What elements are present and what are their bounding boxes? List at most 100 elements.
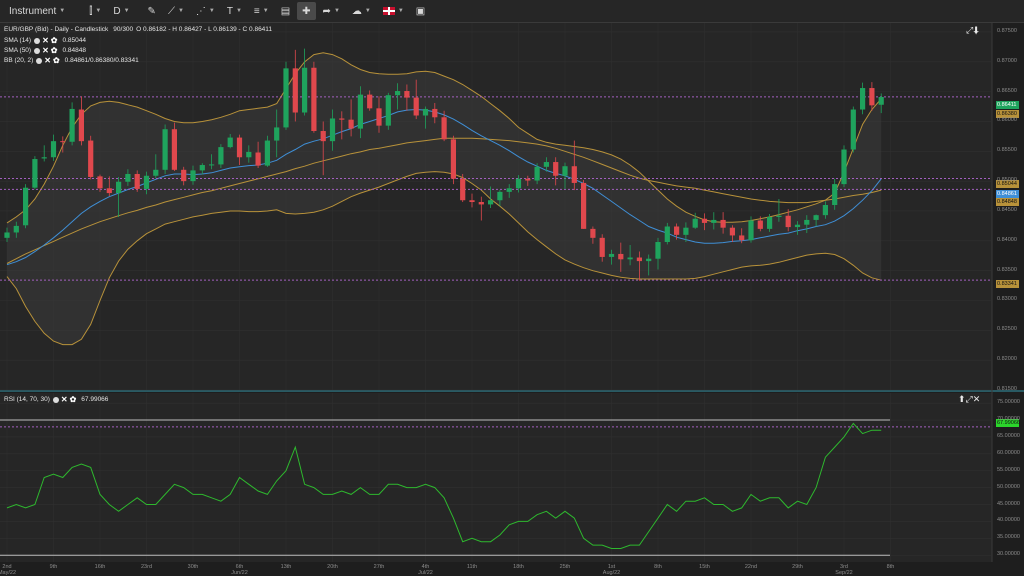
candle-up [143, 175, 150, 189]
candle-up [488, 200, 494, 205]
candle-up [162, 129, 168, 170]
bb-upper-tag: 0.86380 [996, 110, 1019, 118]
time-tick-label: 22nd [744, 564, 758, 570]
candle-down [432, 108, 438, 118]
candle-down [97, 176, 103, 189]
candle-up [711, 219, 717, 223]
rsi-tick-label: 55.00000 [997, 466, 1020, 473]
gear-icon[interactable]: ✿ [50, 36, 58, 45]
time-tick-label: 15th [699, 564, 710, 570]
time-tick-label: 9th [49, 564, 58, 570]
candle-up [302, 67, 308, 113]
candle-down [88, 140, 94, 177]
candle-down [171, 129, 177, 170]
crosshair-icon: ✚ [302, 5, 311, 17]
candle-up [422, 108, 429, 116]
candle-up [32, 159, 38, 188]
eye-icon[interactable] [34, 47, 41, 54]
bb-upper-line [6, 52, 882, 224]
time-tick-label: 27th [373, 564, 385, 570]
candle-down [785, 215, 791, 228]
candle-down [236, 137, 243, 158]
candle-up [13, 225, 19, 233]
candle-up [246, 151, 252, 158]
chart-canvas[interactable] [0, 23, 1024, 576]
candles-button[interactable]: ⫿ ▼ [89, 5, 102, 17]
candle-down [320, 131, 326, 142]
price-tick-label: 0.86500 [997, 87, 1017, 94]
candle-down [413, 97, 419, 116]
price-tick-label: 0.82500 [997, 326, 1017, 333]
close-icon[interactable]: ✕ [60, 395, 68, 404]
timeframe-menu[interactable]: D ▼ [113, 5, 130, 17]
drawing-button[interactable]: ☁ ▼ [351, 5, 371, 17]
uk-flag-icon [382, 7, 395, 15]
candle-up [69, 108, 75, 142]
candle-down [348, 119, 354, 129]
crosshair-button[interactable]: ✚ [297, 2, 316, 20]
time-tick-label: 29th [792, 564, 803, 570]
time-tick-label: 3rd Sep/22 [835, 564, 853, 576]
candle-down [404, 91, 410, 98]
gear-icon[interactable]: ✿ [69, 395, 77, 404]
drawing-icon: ☁ [351, 5, 362, 17]
candle-down [255, 152, 261, 166]
screen-button[interactable]: ▣ [411, 2, 430, 20]
sma14-value: 0.85044 [62, 37, 87, 44]
time-tick-label: 8th [886, 564, 895, 570]
screen-icon: ▣ [415, 5, 426, 17]
candle-up [199, 165, 205, 171]
text-icon: T [226, 5, 233, 17]
close-icon[interactable]: ✕ [44, 56, 51, 65]
price-tick-label: 0.85000 [997, 177, 1017, 184]
candle-down [553, 162, 559, 176]
flag-button[interactable]: ▼ [378, 2, 409, 20]
candle-up [357, 94, 363, 129]
candle-up [264, 140, 270, 166]
layout-button[interactable]: ▤ [276, 2, 295, 20]
candle-up [646, 258, 652, 262]
bb-value: 0.84861/0.86380/0.83341 [64, 57, 139, 64]
candle-up [748, 220, 754, 241]
line-button[interactable]: ⋰ ▼ [195, 5, 215, 17]
maximize-pane-icon[interactable]: ⤢⬇ [966, 25, 979, 35]
candle-down [376, 108, 382, 126]
eye-icon[interactable] [34, 37, 41, 44]
eye-icon[interactable] [52, 396, 59, 403]
timeframe-label: D [113, 5, 121, 17]
candle-up [283, 68, 289, 128]
instrument-label: Instrument [9, 5, 57, 17]
fib-button[interactable]: ≡ ▼ [253, 5, 269, 17]
time-tick-label: 6th Jun/22 [231, 564, 248, 576]
chevron-down-icon: ▼ [59, 8, 66, 14]
expand-pane-icon[interactable]: ⬆⤢✕ [958, 394, 981, 404]
time-tick-label: 8th [654, 564, 662, 570]
eye-icon[interactable] [36, 57, 43, 64]
close-icon[interactable]: ✕ [42, 46, 49, 55]
last-price-tag: 0.86411 [996, 101, 1019, 109]
rsi-line [6, 422, 882, 549]
time-tick-label: 23rd [140, 564, 153, 570]
gear-icon[interactable]: ✿ [50, 46, 58, 55]
price-tick-label: 0.87000 [997, 57, 1017, 64]
candle-up [841, 149, 847, 185]
text-button[interactable]: T ▼ [226, 5, 242, 17]
instrument-menu[interactable]: Instrument ▼ [4, 2, 70, 20]
price-tick-label: 0.86000 [997, 117, 1017, 124]
dotted-line-icon: ⋰ [195, 5, 206, 17]
close-icon[interactable]: ✕ [42, 36, 49, 45]
arrow-button[interactable]: ➦ ▼ [322, 5, 340, 17]
candle-up [776, 215, 782, 217]
rsi-tick-label: 65.00000 [997, 432, 1020, 439]
candle-up [274, 127, 280, 141]
rsi-tick-label: 60.00000 [997, 449, 1020, 456]
candle-up [813, 215, 819, 220]
pencil-button[interactable]: ✎ [143, 2, 161, 20]
candle-up [4, 232, 10, 238]
candle-up [23, 187, 29, 226]
candle-down [292, 68, 298, 113]
ruler-button[interactable]: ⟋ ▼ [167, 5, 184, 17]
candle-up [218, 147, 224, 165]
candle-down [571, 166, 577, 183]
gear-icon[interactable]: ✿ [52, 56, 60, 65]
